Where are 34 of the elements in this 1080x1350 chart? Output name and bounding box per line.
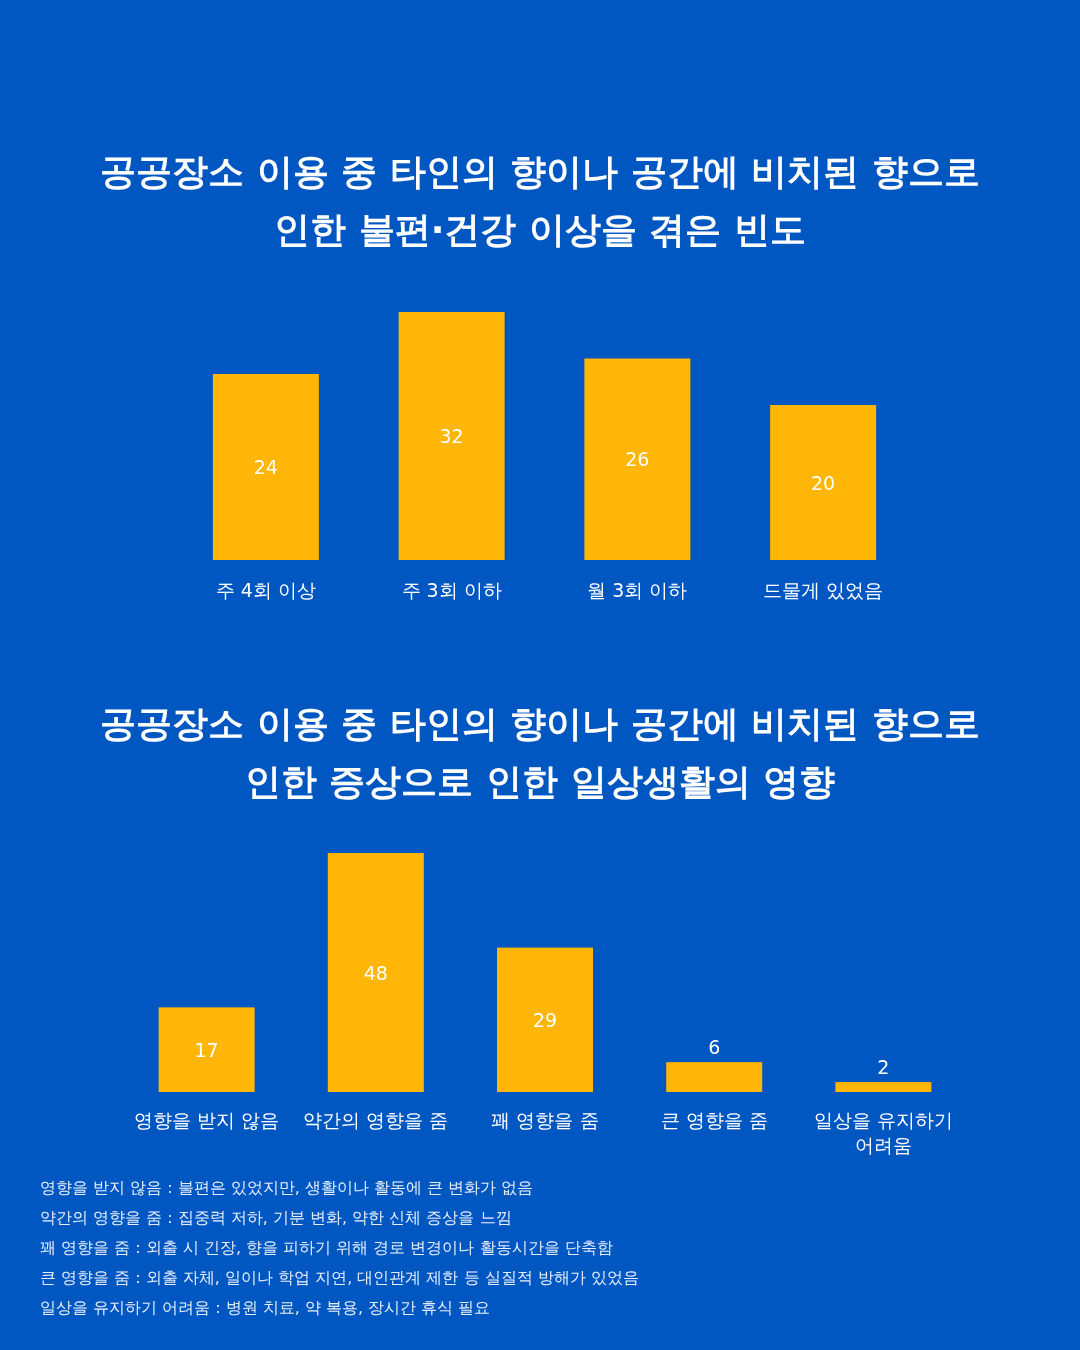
data-label: 2 xyxy=(877,1056,890,1079)
x-tick-label: 드물게 있었음 xyxy=(763,579,884,601)
bar xyxy=(835,1082,932,1092)
data-label: 20 xyxy=(811,471,836,494)
text: 큰 영향을 줌 : 외출 자체, 일이나 학업 지연, 대인관계 제한 등 실질적 방해가 있었음 xyxy=(40,1268,639,1287)
data-label: 32 xyxy=(439,425,464,447)
x-tick-label: 약간의 영향을 줌 xyxy=(303,1109,449,1131)
bar xyxy=(584,358,691,560)
data-label: 6 xyxy=(708,1036,721,1059)
bar xyxy=(666,1062,763,1092)
x-tick-label: 일상을 유지하기 어려움 xyxy=(813,1109,953,1156)
text: 일상을 유지하기 어려움 : 병원 치료, 약 복용, 장시간 휴식 필요 xyxy=(40,1298,491,1317)
bar xyxy=(212,374,319,560)
data-label: 24 xyxy=(253,456,278,478)
text: 영향을 받지 않음 : 불편은 있었지만, 생활이나 활동에 큰 변화가 없음 xyxy=(40,1178,534,1197)
x-tick-label: 큰 영향을 줌 xyxy=(660,1109,768,1131)
x-tick-label: 주 3회 이하 xyxy=(401,579,502,601)
text: 약간의 영향을 줌 : 집중력 저하, 기분 변화, 약한 신체 증상을 느낌 xyxy=(40,1208,512,1227)
data-label: 29 xyxy=(532,1008,558,1031)
x-tick-label: 영향을 받지 않음 xyxy=(134,1109,280,1131)
data-label: 17 xyxy=(194,1038,219,1061)
x-tick-label: 월 3회 이하 xyxy=(587,579,688,601)
data-label: 26 xyxy=(625,448,650,471)
chart-title: 공공장소 이용 중 타인의 향이나 공간에 비치된 향으로 인한 불편·건강 이상을 겪은 빈도 xyxy=(100,151,980,250)
bar xyxy=(497,947,593,1092)
bar xyxy=(158,1007,255,1092)
bar xyxy=(398,312,505,560)
text: 꽤 영향을 줌 : 외출 시 긴장, 향을 피하기 위해 경로 변경이나 활동시간을 단축함 xyxy=(40,1238,613,1257)
data-label: 48 xyxy=(363,961,388,984)
x-tick-label: 주 4회 이상 xyxy=(215,579,316,601)
bar xyxy=(327,853,424,1092)
bar xyxy=(770,405,877,560)
x-tick-label: 꽤 영향을 줌 xyxy=(491,1109,599,1131)
chart-title: 공공장소 이용 중 타인의 향이나 공간에 비치된 향으로 인한 증상으로 인한 일상생활의 영향 xyxy=(100,703,980,802)
